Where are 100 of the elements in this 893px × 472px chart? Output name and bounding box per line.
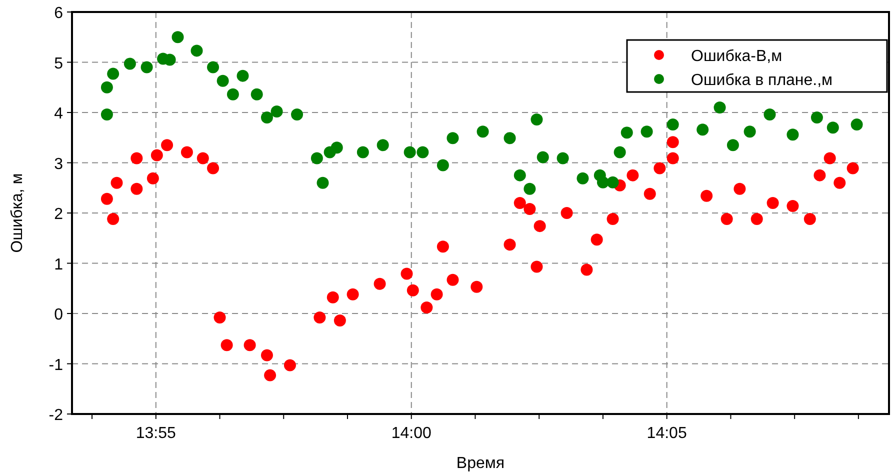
point <box>826 122 839 134</box>
point <box>264 369 276 382</box>
point <box>124 58 136 70</box>
point <box>530 114 543 126</box>
point <box>214 312 226 324</box>
y-tick-label: 0 <box>54 306 64 324</box>
x-tick-label: 14:05 <box>646 425 687 442</box>
point <box>524 202 536 215</box>
point <box>504 238 516 251</box>
point <box>726 139 739 152</box>
point <box>244 339 256 352</box>
point <box>580 264 593 276</box>
point <box>180 146 193 158</box>
y-tick-label: -2 <box>48 407 64 424</box>
point <box>666 152 679 164</box>
point <box>834 176 846 189</box>
point <box>100 192 113 205</box>
point <box>207 61 220 74</box>
point <box>640 126 653 138</box>
y-tick-label: 3 <box>54 156 64 173</box>
point <box>804 213 816 226</box>
point <box>524 182 536 195</box>
point <box>406 284 419 296</box>
point <box>786 128 799 141</box>
point <box>284 359 296 372</box>
point <box>654 162 666 174</box>
point <box>161 139 174 152</box>
y-tick-label: 6 <box>54 5 64 22</box>
point <box>226 88 239 100</box>
point <box>107 213 120 226</box>
point <box>514 169 526 182</box>
point <box>420 301 433 314</box>
point <box>404 146 416 158</box>
point <box>291 108 304 121</box>
point <box>216 74 229 87</box>
x-axis-title: Время <box>456 455 505 472</box>
y-tick-label: 2 <box>54 206 64 223</box>
point <box>700 190 713 202</box>
point <box>744 126 756 138</box>
point <box>846 162 859 174</box>
point <box>207 162 220 174</box>
point <box>534 220 546 232</box>
point <box>766 196 779 209</box>
point <box>107 68 120 80</box>
point <box>590 234 603 246</box>
point <box>734 182 746 195</box>
y-tick-label: 4 <box>54 106 64 122</box>
point <box>220 339 233 352</box>
point <box>696 124 709 136</box>
point <box>446 274 459 286</box>
point <box>446 132 459 144</box>
point <box>666 136 679 148</box>
point <box>814 169 826 182</box>
point <box>130 152 143 164</box>
point <box>110 176 123 189</box>
y-tick-label: 5 <box>54 55 64 72</box>
point <box>324 146 336 158</box>
point <box>626 169 639 182</box>
point <box>504 132 516 144</box>
point <box>810 112 823 124</box>
point <box>140 61 153 74</box>
point <box>620 126 633 139</box>
point <box>376 139 389 152</box>
point <box>310 152 323 164</box>
point <box>560 207 573 219</box>
point <box>334 314 346 327</box>
point <box>556 152 569 164</box>
point <box>346 288 359 300</box>
point <box>786 200 799 212</box>
point <box>824 152 836 164</box>
x-tick-label: 13:55 <box>136 425 176 442</box>
point <box>100 81 113 94</box>
point <box>236 70 249 82</box>
point <box>606 176 619 188</box>
point <box>666 118 679 131</box>
point <box>190 44 203 57</box>
y-axis-title: Ошибка, м <box>9 173 26 253</box>
point <box>100 108 113 121</box>
point <box>316 176 329 189</box>
point <box>130 182 143 195</box>
point <box>514 196 526 209</box>
y-tick-label: -1 <box>48 356 64 374</box>
point <box>436 159 449 172</box>
point <box>536 151 549 164</box>
point <box>146 172 159 184</box>
point <box>614 146 626 158</box>
legend-label: Ошибка-В,м <box>691 48 782 65</box>
point <box>150 149 163 162</box>
point <box>850 118 863 131</box>
point <box>530 260 543 273</box>
point <box>374 278 386 290</box>
point <box>250 88 263 100</box>
point <box>196 152 209 164</box>
point <box>172 31 184 44</box>
point <box>470 280 483 293</box>
point <box>270 105 283 118</box>
point <box>594 169 606 182</box>
point <box>260 349 273 362</box>
point <box>750 213 763 226</box>
y-tick-label: 1 <box>54 256 64 274</box>
